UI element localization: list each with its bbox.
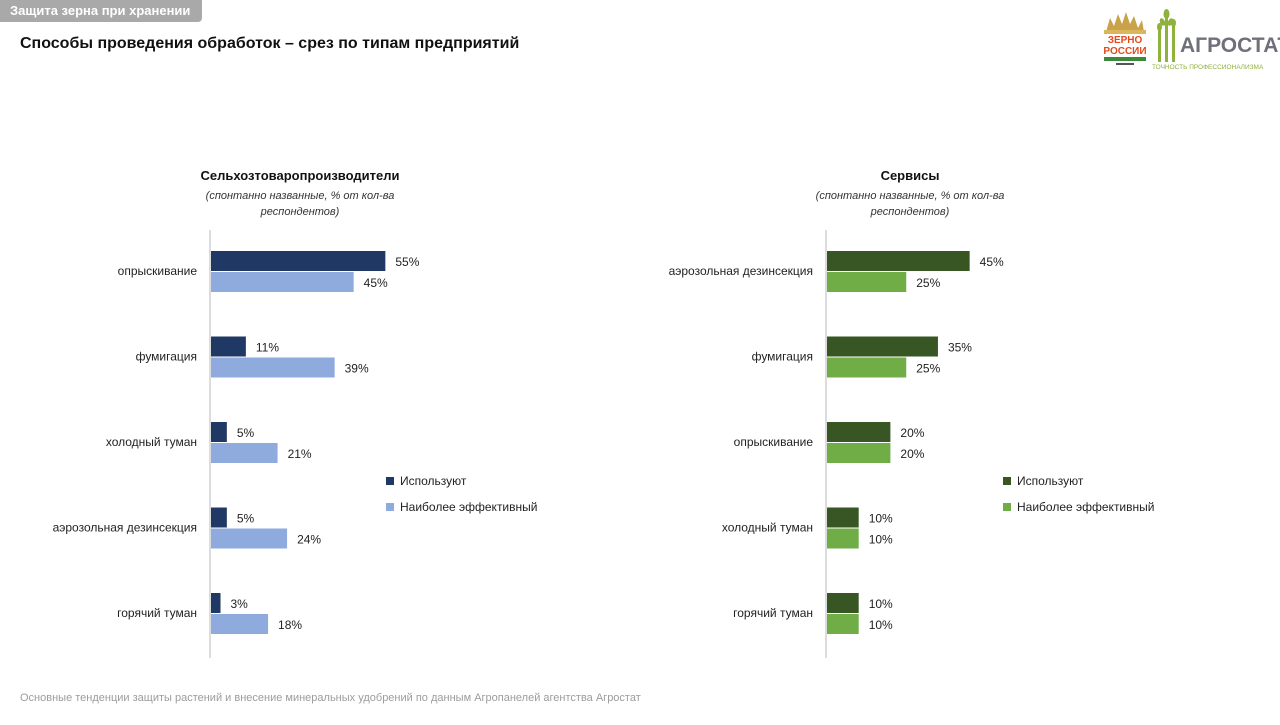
wheat-icon: [1157, 9, 1176, 62]
left-bar-effective: [211, 272, 354, 292]
left-legend-item-use: Используют: [386, 468, 537, 494]
right-data-label-effective: 25%: [916, 362, 940, 376]
right-data-label-effective: 20%: [900, 447, 924, 461]
zerno-rossii-logo: ЗЕРНО РОССИИ: [1103, 12, 1147, 65]
right-chart-subtitle: (спонтанно названные, % от кол-ва респон…: [720, 188, 1100, 220]
right-chart-title: Сервисы: [880, 168, 940, 183]
right-bar-effective: [827, 614, 859, 634]
right-legend-item-use: Используют: [1003, 468, 1154, 494]
zerno-line1: ЗЕРНО: [1108, 35, 1143, 46]
right-bar-effective: [827, 357, 907, 378]
left-bar-effective: [211, 614, 269, 634]
right-data-label-effective: 25%: [916, 276, 940, 290]
section-tag: Защита зерна при хранении: [0, 0, 203, 22]
left-chart-subtitle: (спонтанно названные, % от кол-ва респон…: [110, 188, 490, 220]
page-title: Способы проведения обработок – срез по т…: [20, 35, 520, 52]
left-category-label: холодный туман: [106, 435, 197, 449]
left-legend-item-effective: Наиболее эффективный: [386, 494, 537, 520]
left-category-label: горячий туман: [117, 606, 197, 620]
right-category-label: горячий туман: [733, 606, 813, 620]
left-bar-use: [211, 422, 227, 442]
right-bar-use: [827, 251, 970, 271]
zerno-line2: РОССИИ: [1103, 46, 1146, 57]
right-bar-effective: [827, 528, 859, 549]
left-chart-subtitle-line2: респондентов): [260, 206, 340, 218]
right-data-label-effective: 10%: [869, 618, 893, 632]
right-category-label: фумигация: [752, 350, 813, 364]
right-category-label: холодный туман: [722, 521, 813, 535]
left-data-label-effective: 45%: [364, 276, 388, 290]
agrostat-logo: АГРОСТАТ ТОЧНОСТЬ ПРОФЕССИОНАЛИЗМА: [1152, 8, 1280, 72]
right-legend-item-effective: Наиболее эффективный: [1003, 494, 1154, 520]
left-legend-swatch-effective: [386, 503, 394, 511]
left-legend-label-use: Используют: [400, 474, 467, 488]
right-category-label: аэрозольная дезинсекция: [669, 264, 813, 278]
left-bar-use: [211, 251, 386, 271]
left-legend-label-effective: Наиболее эффективный: [400, 500, 538, 514]
left-legend: Используют Наиболее эффективный: [386, 468, 537, 520]
left-legend-swatch-use: [386, 477, 394, 485]
left-category-label: фумигация: [136, 350, 197, 364]
left-data-label-use: 11%: [256, 341, 279, 355]
right-bar-use: [827, 422, 891, 442]
right-bar-effective: [827, 272, 907, 292]
left-data-label-effective: 21%: [288, 447, 312, 461]
left-bar-effective: [211, 357, 335, 378]
left-bar-chart: опрыскивание 55% 45% фумигация 11% 39% холодны…: [53, 230, 420, 658]
right-bar-use: [827, 593, 859, 613]
agrostat-name: АГРОСТАТ: [1180, 34, 1280, 57]
right-data-label-use: 45%: [980, 255, 1004, 269]
left-data-label-effective: 24%: [297, 533, 321, 547]
right-bar-effective: [827, 443, 891, 463]
right-chart-subtitle-line1: (спонтанно названные, % от кол-ва: [815, 190, 1005, 202]
left-data-label-effective: 18%: [278, 618, 302, 632]
agrostat-tagline: ТОЧНОСТЬ ПРОФЕССИОНАЛИЗМА: [1152, 64, 1264, 71]
right-legend-swatch-effective: [1003, 503, 1011, 511]
right-legend-swatch-use: [1003, 477, 1011, 485]
right-legend-label-effective: Наиболее эффективный: [1017, 500, 1155, 514]
left-bar-effective: [211, 443, 278, 463]
left-category-label: опрыскивание: [118, 264, 198, 278]
left-bar-use: [211, 336, 246, 357]
left-bar-use: [211, 507, 227, 528]
right-legend-label-use: Используют: [1017, 474, 1084, 488]
footer-source: Основные тенденции защиты растений и вне…: [20, 692, 641, 704]
right-data-label-use: 20%: [900, 426, 924, 440]
left-data-label-effective: 39%: [345, 362, 369, 376]
right-data-label-use: 10%: [869, 512, 893, 526]
right-data-label-use: 35%: [948, 341, 972, 355]
left-data-label-use: 3%: [231, 597, 249, 611]
right-legend: Используют Наиболее эффективный: [1003, 468, 1154, 520]
right-chart-subtitle-line2: респондентов): [870, 206, 950, 218]
left-chart-subtitle-line1: (спонтанно названные, % от кол-ва: [205, 190, 395, 202]
left-bar-effective: [211, 528, 288, 549]
left-category-label: аэрозольная дезинсекция: [53, 521, 197, 535]
left-data-label-use: 55%: [395, 255, 419, 269]
right-data-label-effective: 10%: [869, 533, 893, 547]
left-bar-use: [211, 593, 221, 613]
right-category-label: опрыскивание: [734, 435, 814, 449]
right-bar-use: [827, 507, 859, 528]
right-data-label-use: 10%: [869, 597, 893, 611]
left-data-label-use: 5%: [237, 512, 255, 526]
right-bar-use: [827, 336, 938, 357]
left-chart-title: Сельхозтоваропроизводители: [200, 168, 400, 183]
left-data-label-use: 5%: [237, 426, 255, 440]
